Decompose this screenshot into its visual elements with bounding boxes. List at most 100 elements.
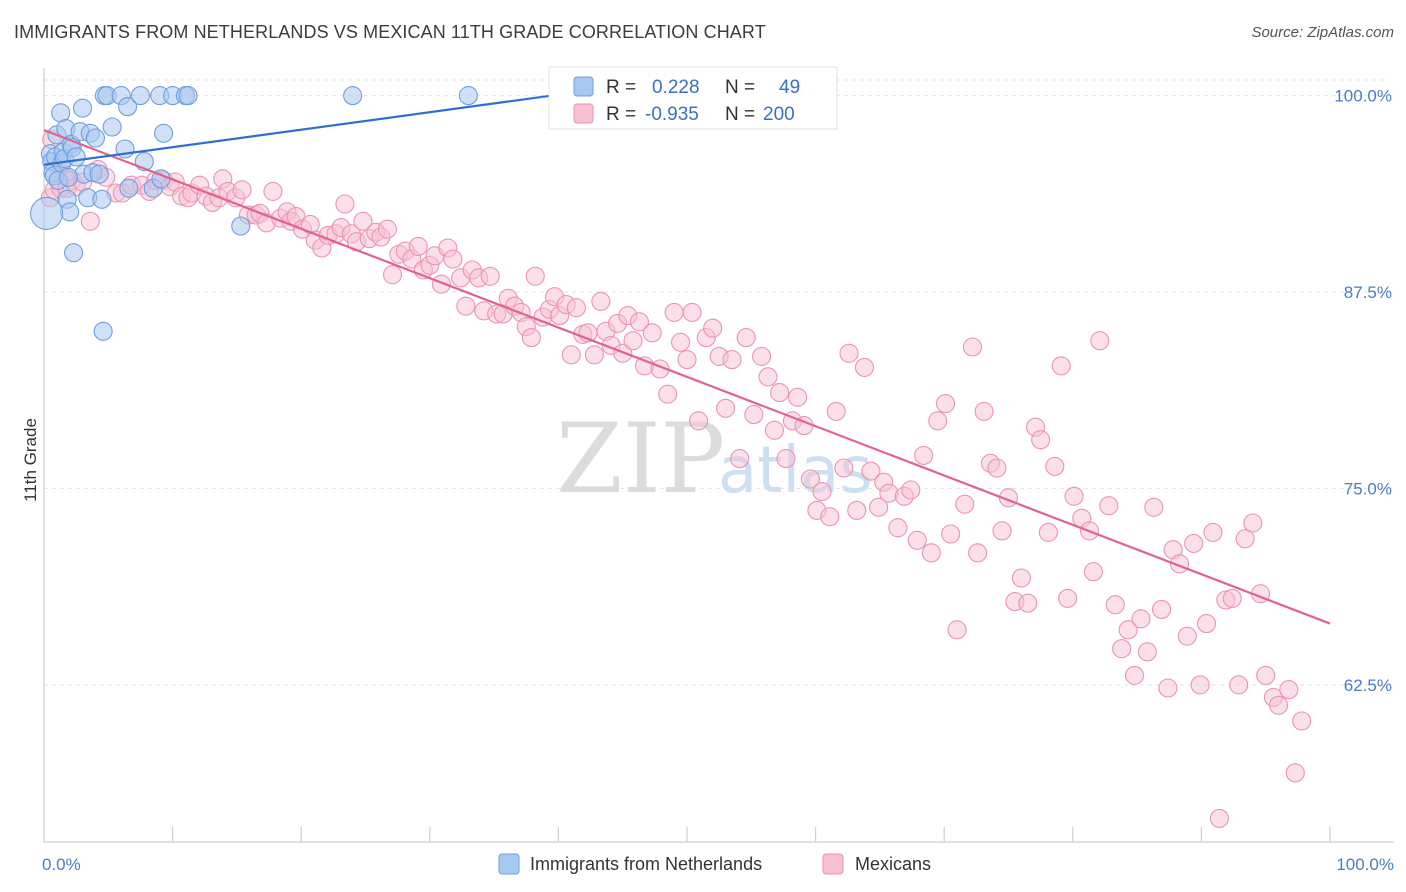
netherlands-point [118,97,138,117]
legend-r-value-2: -0.935 [645,104,699,125]
legend-r-label-1: R = [606,77,636,98]
mexicans-point [968,543,988,563]
mexicans-point [1151,599,1172,619]
mexicans-point [1137,642,1157,662]
mexicans-point [770,383,790,403]
mexicans-point [888,518,908,538]
mexicans-point [987,458,1007,478]
mexicans-point [1105,595,1125,615]
mexicans-point [820,507,840,527]
netherlands-point [60,202,80,222]
x-tick-label-start: 0.0% [42,855,81,874]
mexicans-point [1235,529,1255,549]
mexicans-point [658,384,678,404]
mexicans-point [812,482,832,502]
mexicans-point [703,318,723,338]
stats-legend-box [548,66,838,130]
legend-r-label-2: R = [606,104,636,125]
mexicans-point [869,497,889,517]
mexicans-points [40,130,1312,828]
grid-lines [44,79,1390,686]
netherlands-point [73,98,93,118]
mexicans-point [1229,675,1249,695]
mexicans-point [1177,626,1197,646]
mexicans-point [525,266,545,286]
netherlands-points [30,86,478,341]
y-tick-label: 75.0% [1344,479,1392,498]
y-tick-label: 62.5% [1344,676,1392,695]
mexicans-point [861,461,881,481]
mexicans-point [730,449,750,469]
mexicans-point [1285,763,1305,783]
mexicans-point [776,449,796,469]
mexicans-point [854,357,875,377]
mexicans-point [408,236,428,256]
legend-swatch-netherlands [573,76,594,97]
mexicans-point [566,298,586,318]
mexicans-point [834,458,854,478]
series-legend-swatch-mexicans [822,853,844,875]
mexicans-point [1018,593,1038,613]
netherlands-point [154,123,174,143]
x-tick-label-end: 100.0% [1336,855,1394,874]
y-tick-label: 87.5% [1344,283,1392,302]
netherlands-point [119,178,139,198]
netherlands-point [102,117,122,137]
mexicans-point [992,521,1012,541]
mexicans-point [736,328,756,348]
mexicans-point [232,180,252,200]
mexicans-point [847,500,867,520]
mexicans-point [826,401,846,421]
netherlands-point [178,86,198,106]
legend-swatch-mexicans [573,103,594,124]
mexicans-point [1058,588,1078,608]
mexicans-point [584,345,604,365]
mexicans-point [642,323,662,343]
mexicans-point [1064,486,1084,506]
mexicans-point [677,350,697,370]
series-legend: Immigrants from Netherlands Mexicans [498,853,931,875]
mexicans-point [1083,562,1103,582]
y-axis-label: 11th Grade [21,418,40,502]
series-legend-netherlands: Immigrants from Netherlands [530,854,762,874]
legend-n-value-1: 49 [779,77,800,98]
mexicans-point [1190,675,1210,695]
mexicans-point [335,194,355,214]
mexicans-point [839,343,859,363]
mexicans-point [682,302,702,322]
legend-n-label-2: N = [725,104,755,125]
mexicans-point [629,312,649,332]
mexicans-point [1279,680,1299,700]
mexicans-point [456,296,476,316]
mexicans-point [901,480,921,500]
source-label: Source: ZipAtlas.com [1251,24,1394,41]
mexicans-point [907,530,927,550]
mexicans-point [1209,808,1229,828]
mexicans-point [1243,513,1263,533]
mexicans-point [744,405,764,425]
mexicans-point [377,219,397,239]
netherlands-point [64,243,84,263]
series-legend-swatch-netherlands [498,853,520,875]
mexicans-point [1269,695,1289,715]
series-legend-mexicans: Mexicans [855,854,931,874]
netherlands-point [92,189,112,209]
mexicans-point [788,387,808,407]
mexicans-point [1158,678,1178,698]
mexicans-point [1144,497,1164,517]
mexicans-point [928,411,948,431]
mexicans-point [722,350,742,370]
netherlands-point [458,86,478,106]
mexicans-point [480,266,500,286]
netherlands-point [66,147,86,167]
y-tick-label: 100.0% [1334,87,1392,106]
mexicans-point [431,274,451,294]
mexicans-point [353,211,373,231]
mexicans-point [263,181,283,201]
mexicans-point [80,211,100,231]
mexicans-point [974,401,994,421]
mexicans-point [671,332,691,352]
mexicans-point [1011,568,1031,588]
mexicans-point [752,346,772,366]
